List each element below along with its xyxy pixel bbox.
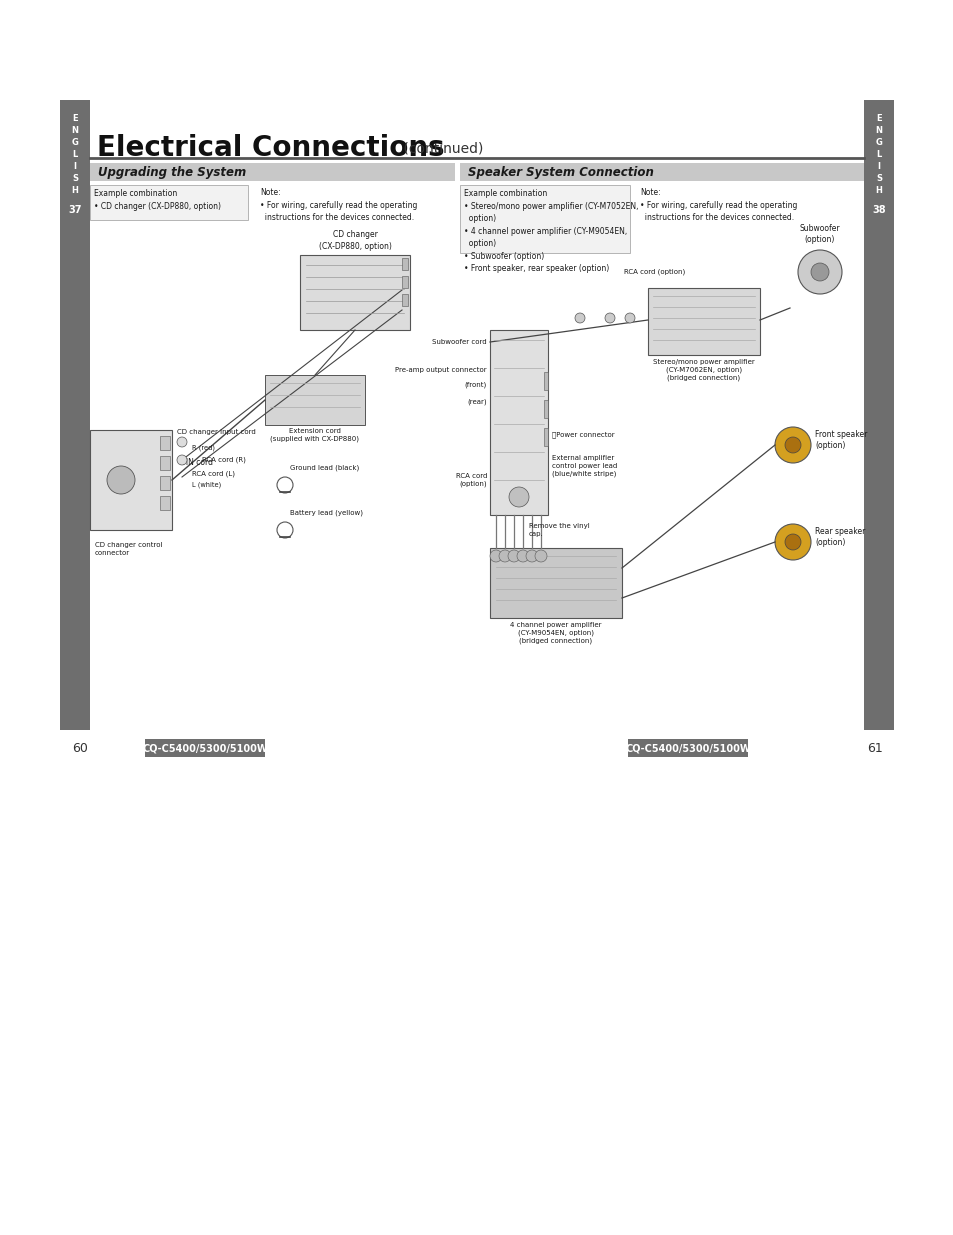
Text: (front): (front) (464, 382, 486, 388)
Circle shape (177, 454, 187, 466)
Circle shape (498, 550, 511, 562)
Bar (401, 275, 408, 288)
Text: H: H (71, 185, 78, 194)
Text: L (white): L (white) (192, 482, 221, 488)
Bar (401, 258, 408, 270)
Text: Front speaker
(option): Front speaker (option) (814, 430, 866, 450)
Text: G: G (875, 137, 882, 147)
Bar (459, 163, 863, 182)
Bar (160, 456, 170, 471)
Text: L: L (876, 149, 881, 158)
Text: E: E (72, 114, 78, 122)
Text: (continued): (continued) (398, 141, 483, 156)
Text: Pre-amp output connector: Pre-amp output connector (395, 367, 486, 373)
Text: G: G (71, 137, 78, 147)
Circle shape (507, 550, 519, 562)
Bar (543, 372, 547, 390)
Circle shape (774, 427, 810, 463)
Text: Subwoofer cord: Subwoofer cord (432, 338, 486, 345)
Bar (90, 163, 455, 182)
Bar (543, 429, 547, 446)
Text: R (red): R (red) (192, 445, 214, 451)
Text: 61: 61 (866, 741, 882, 755)
Bar (863, 100, 893, 730)
Bar (647, 288, 760, 354)
Circle shape (784, 534, 801, 550)
Text: CQ-C5400/5300/5100W: CQ-C5400/5300/5100W (142, 743, 268, 753)
Text: H: H (875, 185, 882, 194)
Circle shape (604, 312, 615, 324)
Text: Electrical Connections: Electrical Connections (97, 135, 444, 162)
Bar (401, 294, 408, 306)
Circle shape (517, 550, 529, 562)
Text: 4 channel power amplifier
(CY-M9054EN, option)
(bridged connection): 4 channel power amplifier (CY-M9054EN, o… (510, 622, 601, 643)
Text: N: N (71, 126, 78, 135)
Text: RCA cord (option): RCA cord (option) (623, 269, 685, 275)
Text: Battery lead (yellow): Battery lead (yellow) (290, 510, 363, 516)
Circle shape (177, 437, 187, 447)
Bar (160, 496, 170, 510)
Circle shape (107, 466, 135, 494)
Bar (627, 739, 747, 757)
Text: Example combination
• Stereo/mono power amplifier (CY-M7052EN,
  option)
• 4 cha: Example combination • Stereo/mono power … (463, 189, 638, 273)
Bar (490, 330, 547, 515)
Text: Extension cord
(supplied with CX-DP880): Extension cord (supplied with CX-DP880) (271, 429, 359, 442)
Text: Note:
• For wiring, carefully read the operating
  instructions for the devices : Note: • For wiring, carefully read the o… (260, 188, 416, 222)
Text: Rear speaker
(option): Rear speaker (option) (814, 527, 864, 547)
Text: 38: 38 (871, 205, 885, 215)
Text: Upgrading the System: Upgrading the System (98, 165, 246, 179)
Circle shape (525, 550, 537, 562)
Text: Ground lead (black): Ground lead (black) (290, 464, 359, 472)
Text: CQ-C5400/5300/5100W: CQ-C5400/5300/5100W (624, 743, 750, 753)
Text: Stereo/mono power amplifier
(CY-M7062EN, option)
(bridged connection): Stereo/mono power amplifier (CY-M7062EN,… (653, 359, 754, 382)
Text: External amplifier
control power lead
(blue/white stripe): External amplifier control power lead (b… (552, 454, 617, 477)
Text: RCA cord (L): RCA cord (L) (192, 471, 234, 477)
Bar (459, 185, 629, 253)
Bar (160, 475, 170, 490)
Circle shape (774, 524, 810, 559)
Text: I: I (73, 162, 76, 170)
Text: 60: 60 (72, 741, 88, 755)
Text: L: L (72, 149, 77, 158)
Bar (90, 430, 172, 530)
Bar (60, 100, 90, 730)
Text: ⓅPower connector: ⓅPower connector (552, 432, 614, 438)
Circle shape (784, 437, 801, 453)
Text: CD changer input cord: CD changer input cord (177, 429, 255, 435)
Text: E: E (875, 114, 881, 122)
Bar (299, 254, 410, 330)
Text: S: S (875, 173, 882, 183)
Text: Note:
• For wiring, carefully read the operating
  instructions for the devices : Note: • For wiring, carefully read the o… (639, 188, 797, 222)
Circle shape (490, 550, 501, 562)
Bar (543, 400, 547, 417)
Text: N: N (875, 126, 882, 135)
Text: DIN cord: DIN cord (180, 457, 213, 467)
Text: RCA cord (R): RCA cord (R) (202, 457, 246, 463)
Circle shape (797, 249, 841, 294)
Circle shape (535, 550, 546, 562)
Bar (265, 375, 365, 425)
Text: CD changer
(CX-DP880, option): CD changer (CX-DP880, option) (318, 230, 391, 251)
Circle shape (624, 312, 635, 324)
Circle shape (509, 487, 529, 508)
Bar (90, 185, 248, 220)
Text: Example combination
• CD changer (CX-DP880, option): Example combination • CD changer (CX-DP8… (94, 189, 221, 211)
Text: 37: 37 (69, 205, 82, 215)
Text: CD changer control
connector: CD changer control connector (95, 542, 162, 556)
Text: Remove the vinyl
cap.: Remove the vinyl cap. (529, 524, 589, 537)
Bar (160, 436, 170, 450)
Text: Speaker System Connection: Speaker System Connection (468, 165, 653, 179)
Text: I: I (877, 162, 880, 170)
Bar (490, 548, 621, 618)
Circle shape (810, 263, 828, 282)
Text: (rear): (rear) (467, 399, 486, 405)
Circle shape (575, 312, 584, 324)
Bar (145, 739, 265, 757)
Text: RCA cord
(option): RCA cord (option) (456, 473, 486, 487)
Text: S: S (71, 173, 78, 183)
Text: Subwoofer
(option): Subwoofer (option) (799, 224, 840, 245)
